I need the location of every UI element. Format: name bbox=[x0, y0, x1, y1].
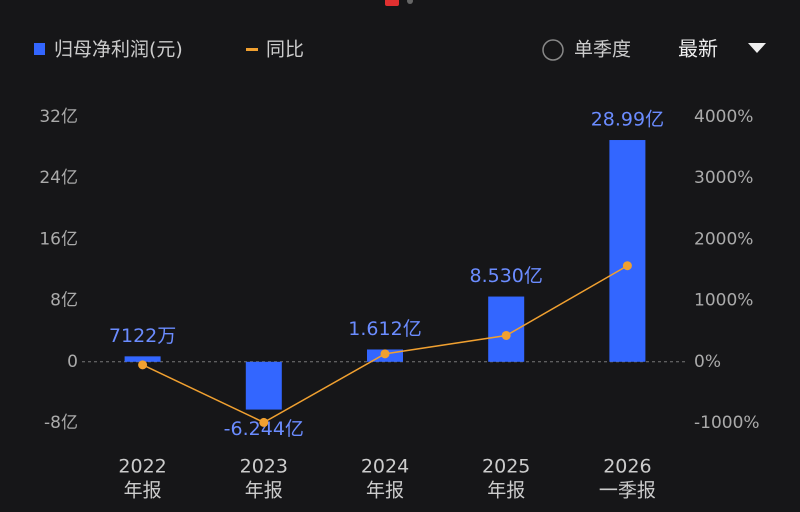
x-tick-label: 2023 bbox=[240, 456, 288, 478]
x-tick-label: 年报 bbox=[245, 480, 283, 502]
y-tick-label: 0 bbox=[67, 352, 78, 372]
data-label: 1.612亿 bbox=[348, 318, 421, 340]
y2-tick-label: 2000% bbox=[694, 229, 753, 249]
y2-tick-label: 3000% bbox=[694, 168, 753, 188]
data-label: -6.244亿 bbox=[224, 418, 304, 440]
bar bbox=[245, 361, 282, 410]
dropdown-label[interactable]: 最新 bbox=[678, 37, 718, 61]
y-tick-label: 32亿 bbox=[39, 107, 78, 127]
x-tick-label: 年报 bbox=[124, 480, 162, 502]
line-point bbox=[259, 417, 269, 427]
y-tick-label: -8亿 bbox=[44, 413, 78, 433]
legend-swatch bbox=[34, 43, 45, 55]
x-tick-label: 年报 bbox=[487, 480, 525, 502]
x-tick-label: 2022 bbox=[118, 456, 166, 478]
legend-label: 归母净利润(元) bbox=[54, 39, 183, 61]
data-label: 7122万 bbox=[109, 325, 176, 347]
y2-tick-label: -1000% bbox=[694, 413, 760, 433]
dropdown-arrow[interactable] bbox=[748, 43, 766, 53]
toggle-label[interactable]: 单季度 bbox=[574, 39, 631, 61]
x-tick-label: 年报 bbox=[366, 480, 404, 502]
data-label: 28.99亿 bbox=[591, 109, 664, 131]
bar bbox=[488, 296, 525, 362]
y-tick-label: 16亿 bbox=[39, 229, 78, 249]
bar bbox=[609, 140, 646, 362]
y-tick-label: 8亿 bbox=[50, 291, 78, 311]
bar bbox=[124, 356, 161, 362]
y2-tick-label: 1000% bbox=[694, 291, 753, 311]
x-tick-label: 2024 bbox=[361, 456, 409, 478]
x-tick-label: 一季报 bbox=[599, 480, 656, 502]
y2-tick-label: 4000% bbox=[694, 107, 753, 127]
page-indicator bbox=[407, 0, 413, 4]
radio[interactable] bbox=[542, 39, 564, 61]
legend-label: 同比 bbox=[266, 39, 304, 61]
x-tick-label: 2026 bbox=[603, 456, 651, 478]
line-point bbox=[380, 349, 390, 359]
page-indicator bbox=[385, 0, 399, 6]
line-point bbox=[622, 261, 632, 271]
y-tick-label: 24亿 bbox=[39, 168, 78, 188]
x-tick-label: 2025 bbox=[482, 456, 530, 478]
data-label: 8.530亿 bbox=[469, 265, 542, 287]
y2-tick-label: 0% bbox=[694, 352, 721, 372]
line-point bbox=[501, 330, 511, 340]
legend-swatch bbox=[246, 48, 258, 51]
line-point bbox=[138, 360, 148, 370]
